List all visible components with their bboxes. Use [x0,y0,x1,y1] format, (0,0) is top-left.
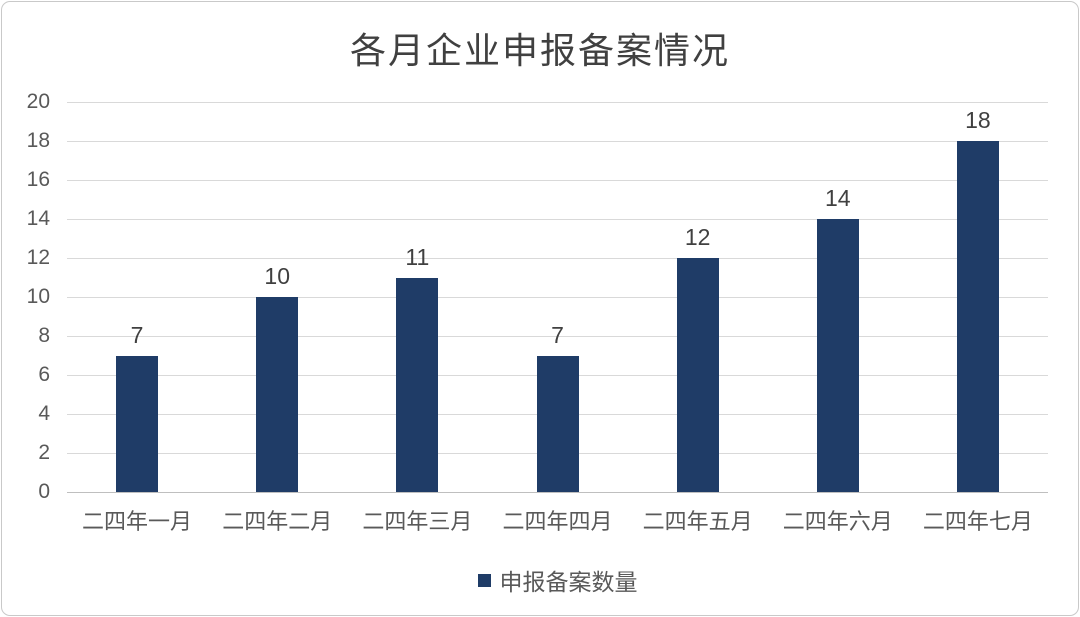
y-tick-label: 10 [26,285,50,308]
y-tick-label: 0 [38,480,50,503]
data-label: 12 [684,224,711,250]
data-label: 14 [824,185,851,211]
bar-二四年五月 [676,258,719,492]
data-label: 18 [965,107,991,133]
bar-二四年七月 [956,141,999,492]
y-tick-label: 20 [26,90,50,113]
bar-二四年二月 [256,297,299,492]
data-label: 7 [551,321,564,348]
y-tick-label: 4 [38,402,50,425]
x-tick-label: 二四年三月 [362,509,473,534]
y-tick-label: 8 [38,324,50,347]
y-tick-label: 18 [26,129,50,152]
gridline [67,297,1048,298]
x-tick-label: 二四年四月 [502,509,613,534]
y-tick-label: 12 [26,246,50,269]
bar-二四年三月 [396,277,439,492]
gridline [67,336,1048,337]
gridline [67,258,1048,259]
x-tick-label: 二四年五月 [642,509,753,534]
gridline [67,102,1048,103]
legend-label: 申报备案数量 [499,570,638,595]
bar-二四年四月 [536,355,579,492]
y-tick-label: 14 [26,207,50,230]
y-tick-label: 6 [38,363,50,386]
legend-marker-icon [477,573,491,587]
gridline [67,180,1048,181]
gridline [67,141,1048,142]
x-tick-label: 二四年六月 [782,509,893,534]
bar-二四年六月 [816,219,859,492]
data-label: 10 [264,263,290,289]
x-axis-line [67,492,1048,493]
legend: 申报备案数量 [67,563,1048,597]
chart-title: 各月企业申报备案情况 [349,31,730,71]
x-tick-label: 二四年一月 [82,509,193,534]
data-label: 7 [130,321,144,348]
x-tick-label: 二四年二月 [222,509,333,534]
y-tick-label: 2 [38,441,50,464]
bar-二四年一月 [116,355,159,492]
y-tick-label: 16 [26,168,50,191]
data-label: 11 [405,243,430,270]
x-tick-label: 二四年七月 [922,509,1033,534]
gridline [67,219,1048,220]
plot-area: 7 10 11 7 12 14 18 [67,102,1048,493]
